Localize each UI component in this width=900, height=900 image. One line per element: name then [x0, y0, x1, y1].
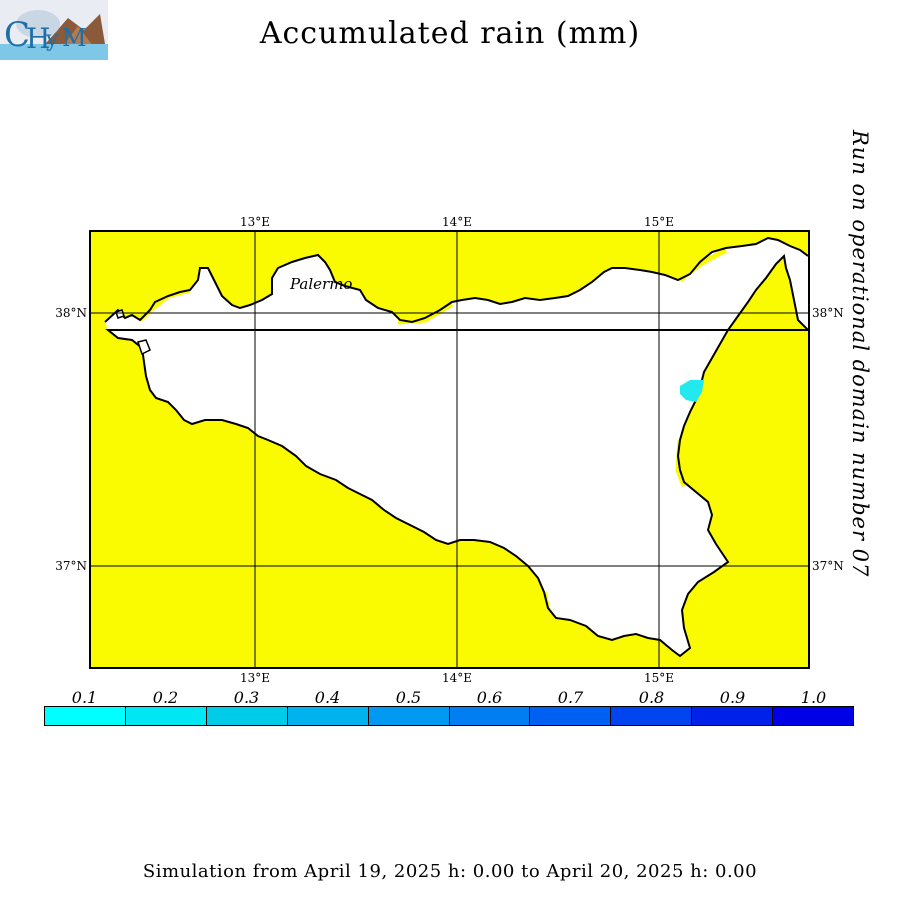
svg-text:y: y	[45, 27, 59, 52]
legend-label: 0.7	[557, 688, 584, 707]
lon-tick-bottom: 14°E	[442, 671, 472, 685]
map-frame	[89, 230, 810, 669]
legend-labels: 0.1 0.2 0.3 0.4 0.5 0.6 0.7 0.8 0.9 1.0	[44, 688, 854, 707]
rain-spot	[680, 380, 704, 402]
lon-tick-top: 14°E	[442, 215, 472, 229]
island	[137, 339, 151, 356]
legend-swatch	[287, 707, 369, 725]
page-title: Accumulated rain (mm)	[259, 16, 641, 51]
legend-label: 0.4	[314, 688, 341, 707]
lon-tick-bottom: 13°E	[240, 671, 270, 685]
legend-label: 0.3	[233, 688, 260, 707]
island	[115, 309, 125, 319]
svg-text:H: H	[26, 22, 50, 55]
legend-label: 0.9	[719, 688, 746, 707]
lat-tick-left: 38°N	[55, 306, 87, 320]
svg-text:M: M	[62, 24, 87, 52]
legend-label: 1.0	[800, 688, 827, 707]
legend-label: 0.8	[638, 688, 665, 707]
coast-fringe	[138, 247, 728, 611]
legend-swatch	[611, 707, 693, 725]
legend-swatch	[773, 707, 854, 725]
legend-swatch	[125, 707, 207, 725]
legend-swatch	[449, 707, 531, 725]
svg-text:C: C	[4, 15, 30, 55]
legend-label: 0.2	[152, 688, 179, 707]
lat-tick-right: 37°N	[812, 559, 844, 573]
lon-tick-bottom: 15°E	[644, 671, 674, 685]
legend-swatch	[45, 707, 126, 725]
legend-swatch	[206, 707, 288, 725]
legend-swatch	[530, 707, 612, 725]
legend-label: 0.1	[71, 688, 98, 707]
legend-swatch	[368, 707, 450, 725]
lon-tick-top: 13°E	[240, 215, 270, 229]
rain-map: Palermo 13°E 14°E 15°E 13°E 14°E 15°E 38…	[55, 215, 844, 685]
lon-tick-top: 15°E	[644, 215, 674, 229]
lat-tick-right: 38°N	[812, 306, 844, 320]
legend-label: 0.6	[476, 688, 503, 707]
chym-logo: C H y M	[0, 0, 108, 60]
city-label-palermo: Palermo	[289, 275, 352, 293]
lat-tick-left: 37°N	[55, 559, 87, 573]
simulation-period: Simulation from April 19, 2025 h: 0.00 t…	[142, 861, 758, 882]
color-legend	[44, 706, 854, 726]
legend-label: 0.5	[395, 688, 422, 707]
legend-swatch	[692, 707, 774, 725]
